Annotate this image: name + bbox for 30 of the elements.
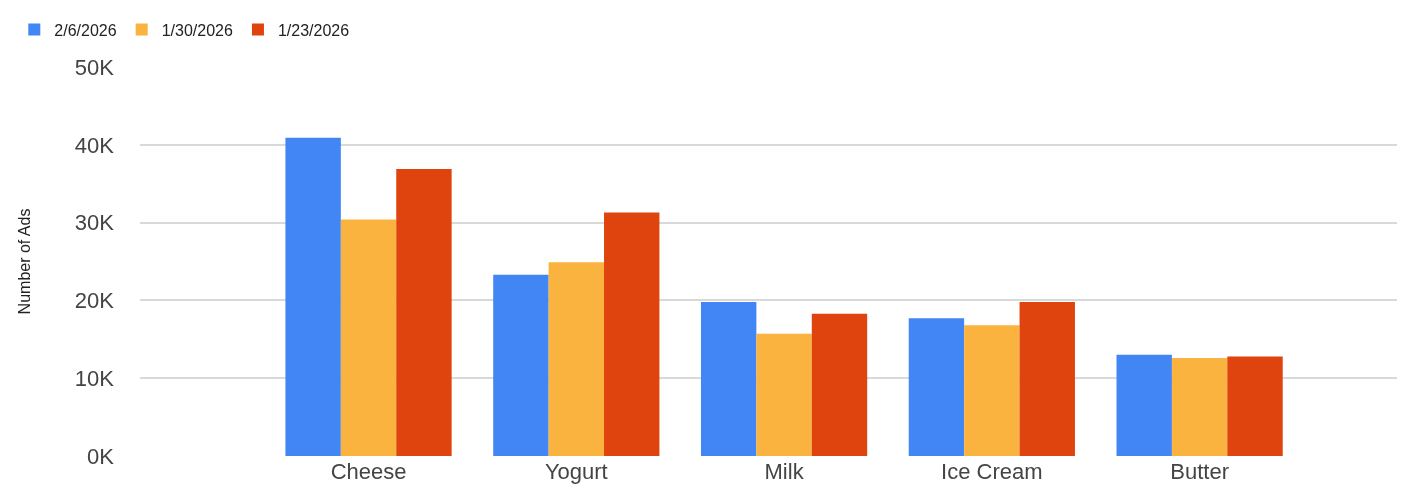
x-tick-label: Milk — [764, 459, 805, 484]
bar — [1116, 354, 1172, 456]
bar — [340, 219, 397, 456]
bar — [604, 212, 660, 456]
bar — [811, 313, 868, 456]
legend-label: 2/6/2026 — [54, 21, 117, 39]
bar — [493, 274, 549, 456]
bar — [908, 318, 965, 456]
legend-label: 1/23/2026 — [277, 21, 350, 39]
bar — [1019, 301, 1075, 456]
bar — [285, 137, 341, 456]
y-tick-label: 30K — [74, 210, 115, 236]
bar — [548, 262, 605, 456]
legend-label: 1/30/2026 — [161, 21, 233, 39]
y-tick-label: 10K — [74, 365, 115, 391]
x-tick-label: Cheese — [330, 459, 407, 484]
y-tick-label: 40K — [74, 132, 115, 158]
y-tick-label: 20K — [74, 288, 115, 314]
bar — [756, 333, 812, 456]
y-tick-label: 50K — [74, 54, 115, 80]
y-axis-title: Number of Ads — [15, 208, 33, 315]
x-tick-label: Yogurt — [544, 459, 608, 484]
bar — [1227, 356, 1283, 456]
x-tick-label: Butter — [1170, 459, 1229, 484]
bar — [396, 168, 452, 456]
bar — [964, 325, 1020, 456]
bar — [700, 301, 757, 456]
bar — [1171, 357, 1228, 456]
y-tick-label: 0K — [87, 443, 115, 469]
x-tick-label: Ice Cream — [941, 459, 1043, 484]
